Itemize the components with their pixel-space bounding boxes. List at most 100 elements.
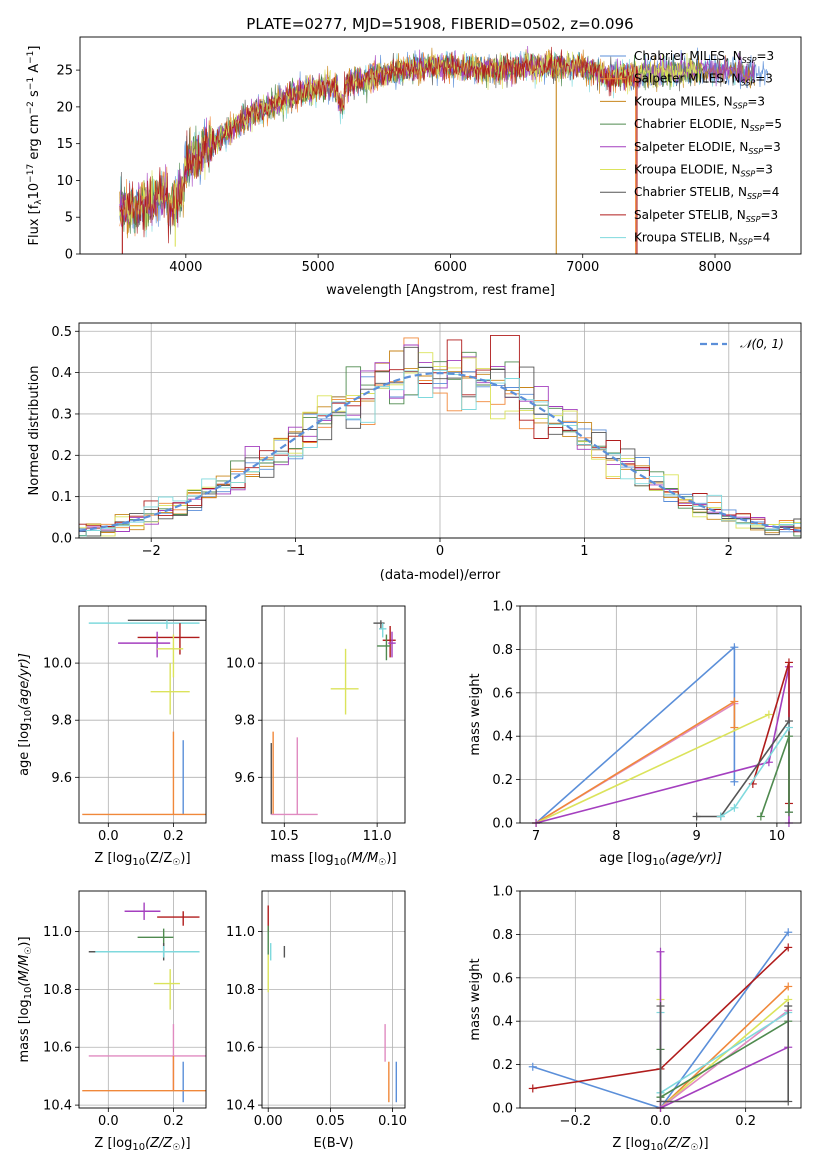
weight-line-kroupa-elodie (535, 713, 770, 823)
weight-vs-Z-axes (516, 890, 801, 1112)
y-tick-label: 1.0 (492, 885, 513, 900)
residual-hist-frame (78, 322, 802, 539)
errorbar-point (382, 625, 396, 658)
y-tick-label: 11.0 (226, 925, 255, 940)
weight-marker (730, 697, 739, 706)
figure-title: PLATE=0277, MJD=51908, FIBERID=0502, z=0… (246, 15, 633, 33)
weight-marker (784, 658, 793, 667)
residual-ylabel: Normed distribution (27, 366, 42, 496)
errorbar-point (157, 911, 200, 926)
errorbar-point (95, 945, 200, 958)
y-tick-label: 0.4 (492, 730, 513, 745)
weight-line-kroupa-stelib (659, 1011, 789, 1095)
y-tick-label: 0.4 (492, 1015, 513, 1030)
weight-line-salpeter-stelib (752, 662, 790, 804)
errorbar-point (377, 634, 391, 661)
age-vs-Z-ylabel: age [log10(age/yr)] (17, 653, 34, 776)
y-tick-label: 15 (56, 137, 73, 152)
weight-vs-age-ylabel: mass weight (468, 673, 483, 755)
y-tick-label: 20 (56, 100, 73, 115)
y-tick-label: 10.4 (226, 1099, 255, 1114)
errorbar-point (82, 1055, 206, 1092)
weight-marker (756, 812, 765, 821)
x-tick-label: 2 (725, 544, 733, 559)
residual-hist-axes (75, 323, 801, 542)
x-tick-label: 0.00 (254, 1114, 283, 1129)
y-tick-label: 10.0 (226, 657, 255, 672)
y-tick-label: 10.0 (43, 657, 72, 672)
x-tick-label: 0.2 (163, 829, 184, 844)
weight-marker (784, 732, 793, 741)
spectrum-xlabel: wavelength [Angstrom, rest frame] (326, 283, 555, 298)
histogram-kroupa-miles (79, 350, 801, 537)
weight-vs-age-axes (516, 605, 801, 827)
x-tick-label: 1 (580, 544, 588, 559)
weight-marker (784, 928, 793, 937)
errorbar-point (118, 631, 171, 658)
weight-marker (730, 643, 739, 652)
weight-marker (656, 1002, 665, 1011)
y-tick-label: 0.0 (492, 1102, 513, 1117)
weight-line-salpeter-miles (535, 700, 736, 823)
errorbar-point (330, 648, 359, 715)
y-tick-label: 0.6 (492, 686, 513, 701)
weight-line-salpeter-elodie (659, 951, 789, 1108)
x-tick-label: 8 (612, 829, 620, 844)
x-tick-label: 0.10 (378, 1114, 407, 1129)
weight-marker (692, 812, 701, 821)
y-tick-label: 25 (56, 64, 73, 79)
weight-marker (528, 1062, 537, 1071)
x-tick-label: 5000 (302, 260, 335, 275)
x-tick-label: −0.2 (560, 1114, 592, 1129)
legend-entry: 𝒩(0, 1) (740, 337, 784, 351)
y-tick-label: 0.3 (51, 407, 72, 422)
x-tick-label: 9 (692, 829, 700, 844)
mass-vs-Z-xlabel: Z [log10(Z/Z☉)] (94, 1136, 190, 1153)
y-tick-label: 0.2 (492, 773, 513, 788)
weight-marker (730, 777, 739, 786)
age-vs-Z-axes (75, 606, 206, 827)
legend-entry: Chabrier MILES, NSSP=3 (634, 49, 774, 65)
x-tick-label: 0 (436, 544, 444, 559)
residual-xlabel: (data-model)/error (380, 568, 501, 583)
legend-entry: Chabrier STELIB, NSSP=4 (634, 185, 779, 201)
y-tick-label: 10.6 (43, 1041, 72, 1056)
y-tick-label: 10.8 (43, 983, 72, 998)
weight-marker (784, 1097, 793, 1106)
weight-marker (656, 947, 665, 956)
errorbar-point (150, 663, 190, 715)
age-vs-mass-axes (258, 606, 405, 827)
y-tick-label: 0 (65, 248, 73, 263)
legend-entry: Kroupa ELODIE, NSSP=3 (634, 163, 773, 179)
normal-reference-curve (79, 371, 801, 532)
y-tick-label: 0.8 (492, 643, 513, 658)
errorbar-point (137, 623, 200, 655)
mass-vs-EBV-frame (261, 890, 406, 1109)
weight-marker (656, 1097, 665, 1106)
mass-vs-EBV-axes (258, 891, 405, 1112)
errorbar-point (153, 969, 180, 1010)
mass-vs-Z-axes (75, 891, 206, 1112)
spectrum-frame (79, 36, 802, 255)
legend-entry: Salpeter MILES, NSSP=3 (634, 72, 773, 88)
legend-entry: Kroupa STELIB, NSSP=4 (634, 231, 770, 247)
histogram-chabrier-elodie (79, 351, 801, 537)
y-tick-label: 9.8 (51, 714, 72, 729)
weight-marker (784, 808, 793, 817)
x-tick-label: 8000 (698, 260, 731, 275)
legend-entry: Kroupa MILES, NSSP=3 (634, 94, 765, 110)
errorbar-point (379, 623, 387, 638)
errorbar-point (388, 631, 396, 658)
y-tick-label: 9.8 (234, 714, 255, 729)
weight-marker (730, 803, 739, 812)
y-tick-label: 0.0 (51, 532, 72, 547)
weight-marker (716, 812, 725, 821)
x-tick-label: 11.0 (363, 829, 392, 844)
x-tick-label: 0.0 (98, 829, 119, 844)
x-tick-label: 0.0 (98, 1114, 119, 1129)
x-tick-label: 4000 (169, 260, 202, 275)
mass-vs-EBV-xlabel: E(B-V) (313, 1136, 353, 1151)
x-tick-label: 6000 (434, 260, 467, 275)
y-tick-label: 0.8 (492, 928, 513, 943)
weight-vs-age-frame (519, 605, 802, 824)
